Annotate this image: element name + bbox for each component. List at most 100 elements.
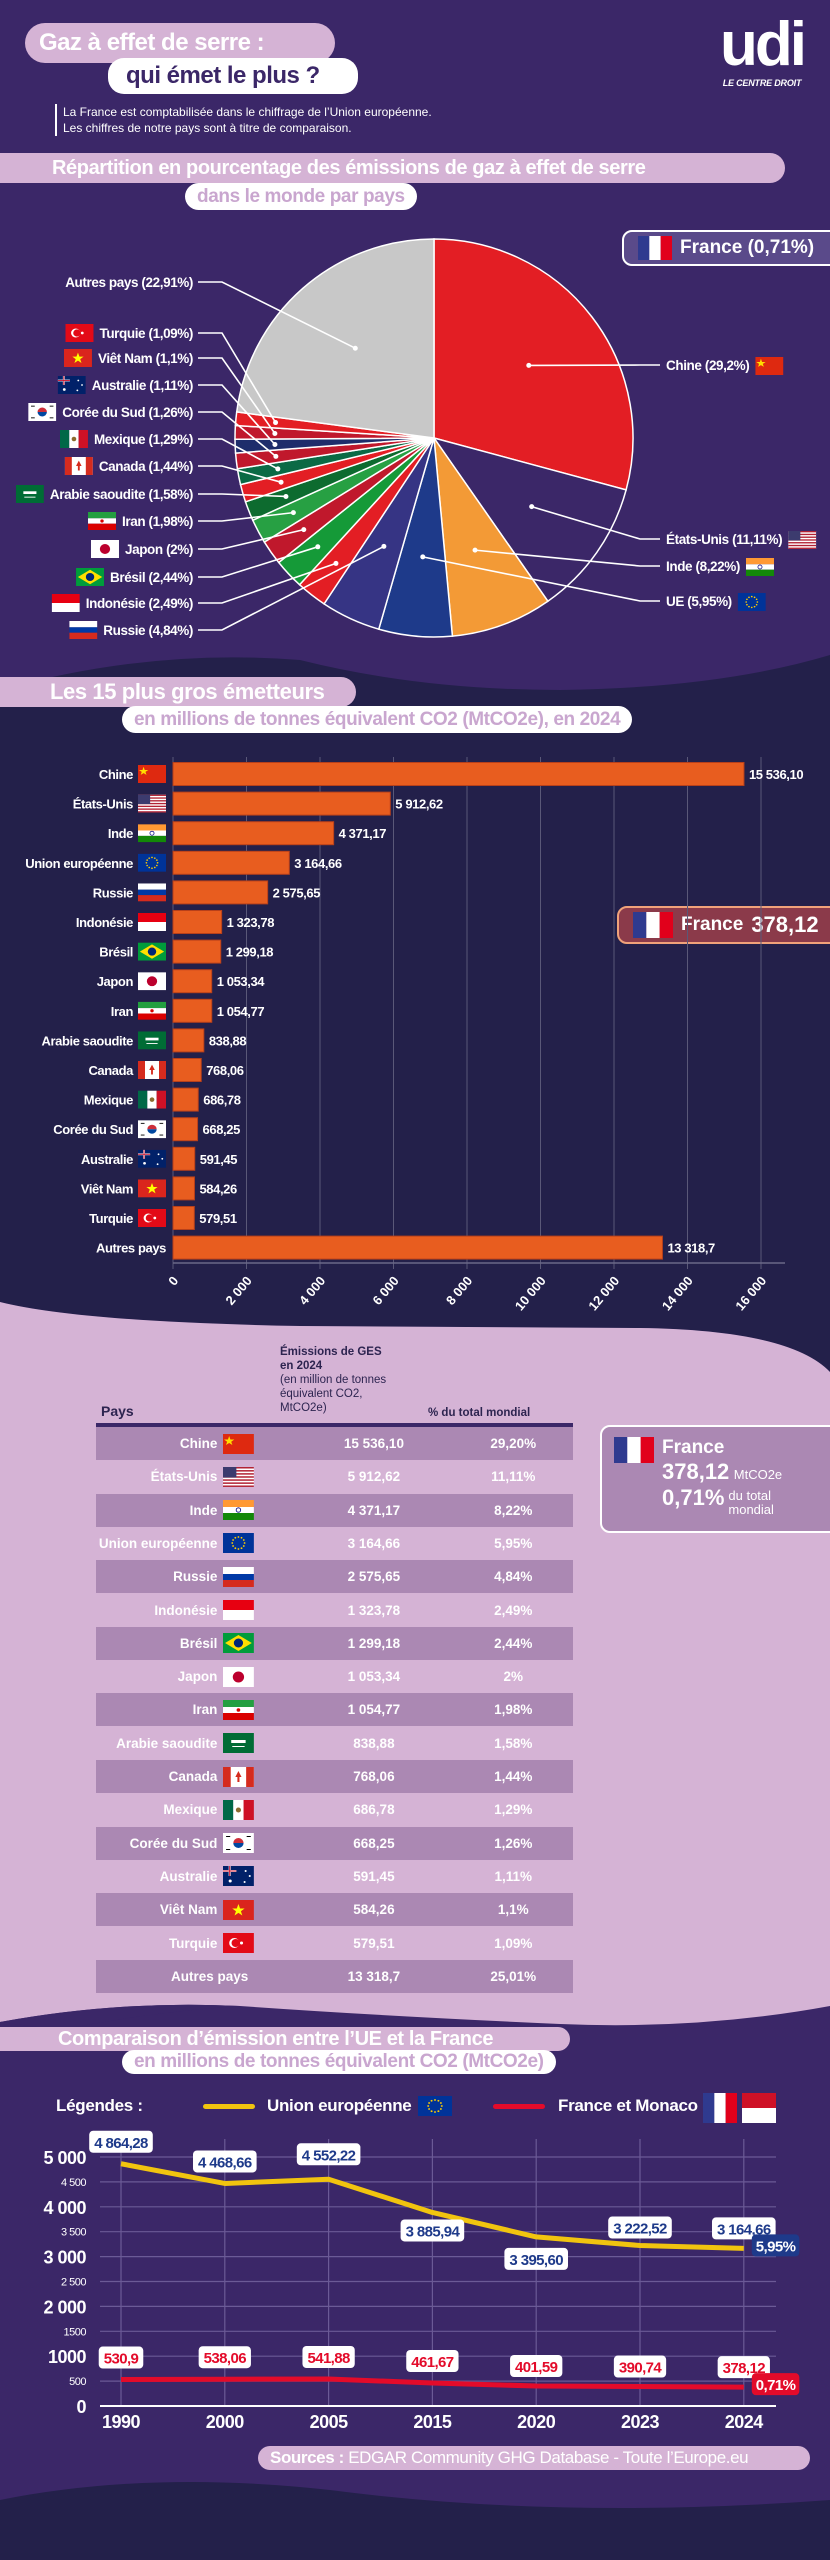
table-row: Inde 4 371,17 8,22% — [96, 1493, 573, 1527]
pie-section-title: Répartition en pourcentage des émissions… — [0, 153, 785, 183]
table-cell-country: Corée du Sud — [129, 1835, 218, 1851]
table-cell-emissions: 13 318,7 — [347, 1968, 401, 1984]
bar-section-title: Les 15 plus gros émetteurs — [0, 677, 356, 707]
france-pie-badge: France (0,71%) — [622, 230, 830, 266]
flag-indonesia-icon — [223, 1600, 255, 1620]
table-cell-country: États-Unis — [150, 1469, 218, 1485]
table-cell-emissions: 591,45 — [353, 1868, 395, 1884]
table-cell-emissions: 1 323,78 — [347, 1602, 401, 1618]
flag-russia-icon — [223, 1566, 255, 1587]
table-cell-emissions: 1 054,77 — [347, 1702, 401, 1718]
table-row: Turquie 579,51 1,09% — [96, 1927, 573, 1960]
intro-note: La France est comptabilisée dans le chif… — [55, 104, 432, 136]
table-header-emissions: Émissions de GES en 2024 (en million de … — [280, 1345, 386, 1415]
flag-australia-icon — [223, 1866, 255, 1887]
logo-text: udi — [720, 10, 807, 79]
table-cell-emissions: 768,06 — [353, 1769, 395, 1784]
flag-mexico-icon — [223, 1799, 255, 1820]
table-cell-country: Japon — [177, 1669, 218, 1685]
table-cell-country: Australie — [159, 1868, 218, 1884]
table-cell-percent: 5,95% — [494, 1535, 533, 1551]
table-row: Indonésie 1 323,78 2,49% — [96, 1594, 573, 1627]
table-row: Arabie saoudite 838,88 1,58% — [96, 1727, 573, 1760]
table-row: Russie 2 575,65 4,84% — [96, 1560, 573, 1594]
table-row: États-Unis 5 912,62 11,11% — [96, 1460, 573, 1493]
sources-text: EDGAR Community GHG Database - Toute l’E… — [348, 2448, 749, 2467]
france-table-box: France 378,12 MtCO2e 0,71% du total mondi… — [600, 1425, 830, 1533]
table-cell-emissions: 15 536,10 — [343, 1436, 404, 1451]
table-row: Union européenne 3 164,66 5,95% — [96, 1527, 573, 1560]
header-emissions-note: MtCO2e) — [280, 1402, 327, 1414]
table-cell-percent: 1,29% — [494, 1802, 533, 1818]
sources-label: Sources : — [270, 2448, 344, 2467]
line-section-title: Comparaison d’émission entre l’UE et la … — [0, 2027, 570, 2051]
table-cell-emissions: 584,26 — [353, 1902, 395, 1918]
flag-china-icon — [223, 1433, 255, 1454]
france-box-pct: 0,71% — [662, 1485, 725, 1510]
flag-france-icon — [633, 912, 673, 938]
table-cell-emissions: 1 053,34 — [347, 1669, 401, 1685]
table-cell-percent: 1,11% — [494, 1868, 533, 1884]
france-bar-badge-label: France — [681, 914, 744, 935]
table-cell-country: Russie — [173, 1569, 218, 1585]
table-cell-country: Arabie saoudite — [116, 1735, 218, 1751]
flag-brazil-icon — [223, 1633, 255, 1654]
table-cell-country: Union européenne — [98, 1535, 218, 1551]
header-emissions-note: (en million de tonnes — [280, 1374, 387, 1386]
table-row: Chine 15 536,10 29,20% — [96, 1427, 573, 1460]
table-cell-country: Iran — [192, 1702, 218, 1718]
table-cell-percent: 1,26% — [494, 1835, 533, 1851]
bar-section-subtitle: en millions de tonnes équivalent CO2 (Mt… — [122, 706, 633, 733]
flag-usa-icon — [223, 1466, 255, 1487]
table-cell-percent: 2,44% — [494, 1635, 533, 1651]
udi-logo: udi LE CENTRE DROIT — [712, 10, 812, 89]
table-cell-percent: 2,49% — [494, 1602, 533, 1618]
table-header-divider — [96, 1423, 573, 1427]
table-cell-country: Canada — [168, 1769, 218, 1784]
table-cell-country: Turquie — [168, 1935, 218, 1951]
legend-eu-swatch — [203, 2104, 255, 2109]
table-cell-emissions: 1 299,18 — [347, 1635, 401, 1651]
flag-turkey-icon — [223, 1933, 255, 1953]
table-row: Corée du Sud 668,25 1,26% — [96, 1826, 573, 1860]
flag-japan-icon — [223, 1666, 255, 1687]
flag-canada-icon — [223, 1766, 255, 1787]
header-emissions-line: en 2024 — [280, 1360, 323, 1372]
flag-monaco-icon — [742, 2093, 776, 2123]
table-cell-country: Mexique — [163, 1802, 218, 1818]
table-cell-percent: 8,22% — [494, 1502, 533, 1518]
main-title-line1: Gaz à effet de serre : — [25, 23, 335, 63]
sources: Sources : EDGAR Community GHG Database -… — [258, 2446, 810, 2470]
table-cell-emissions: 4 371,17 — [347, 1502, 401, 1518]
flag-eu-icon — [223, 1533, 255, 1554]
table-cell-country: Brésil — [179, 1635, 218, 1651]
intro-note-line: Les chiffres de notre pays sont à titre … — [63, 121, 352, 135]
flag-saudi-arabia-icon — [223, 1733, 255, 1754]
table-header-country: Pays — [101, 1403, 134, 1419]
table-row: Viêt Nam 584,26 1,1% — [96, 1893, 573, 1927]
table-row: Canada 768,06 1,44% — [96, 1760, 573, 1793]
table-cell-emissions: 3 164,66 — [347, 1535, 401, 1551]
table-row: Autres pays 13 318,7 25,01% — [96, 1959, 573, 1993]
table-cell-percent: 29,20% — [490, 1436, 537, 1451]
table-cell-percent: 1,44% — [494, 1769, 533, 1784]
table-cell-percent: 2% — [503, 1669, 524, 1685]
flag-iran-icon — [223, 1699, 255, 1720]
table-cell-country: Viêt Nam — [159, 1902, 218, 1918]
table-cell-percent: 11,11% — [491, 1469, 536, 1485]
flag-india-icon — [223, 1500, 255, 1521]
table-cell-emissions: 838,88 — [353, 1735, 395, 1751]
table-cell-country: Chine — [179, 1436, 218, 1451]
legend-fr-swatch — [493, 2104, 545, 2109]
intro-note-line: La France est comptabilisée dans le chif… — [63, 105, 432, 119]
table-header-percent: % du total mondial — [428, 1407, 531, 1419]
table-cell-percent: 4,84% — [494, 1569, 533, 1585]
france-box-name: France — [662, 1437, 725, 1458]
france-pie-badge-label: France (0,71%) — [680, 237, 815, 258]
flag-eu-icon — [418, 2096, 452, 2116]
logo-tagline: LE CENTRE DROIT — [722, 78, 802, 88]
main-title-line2: qui émet le plus ? — [108, 58, 358, 94]
table-row: Brésil 1 299,18 2,44% — [96, 1626, 573, 1660]
table-cell-country: Indonésie — [154, 1602, 218, 1618]
